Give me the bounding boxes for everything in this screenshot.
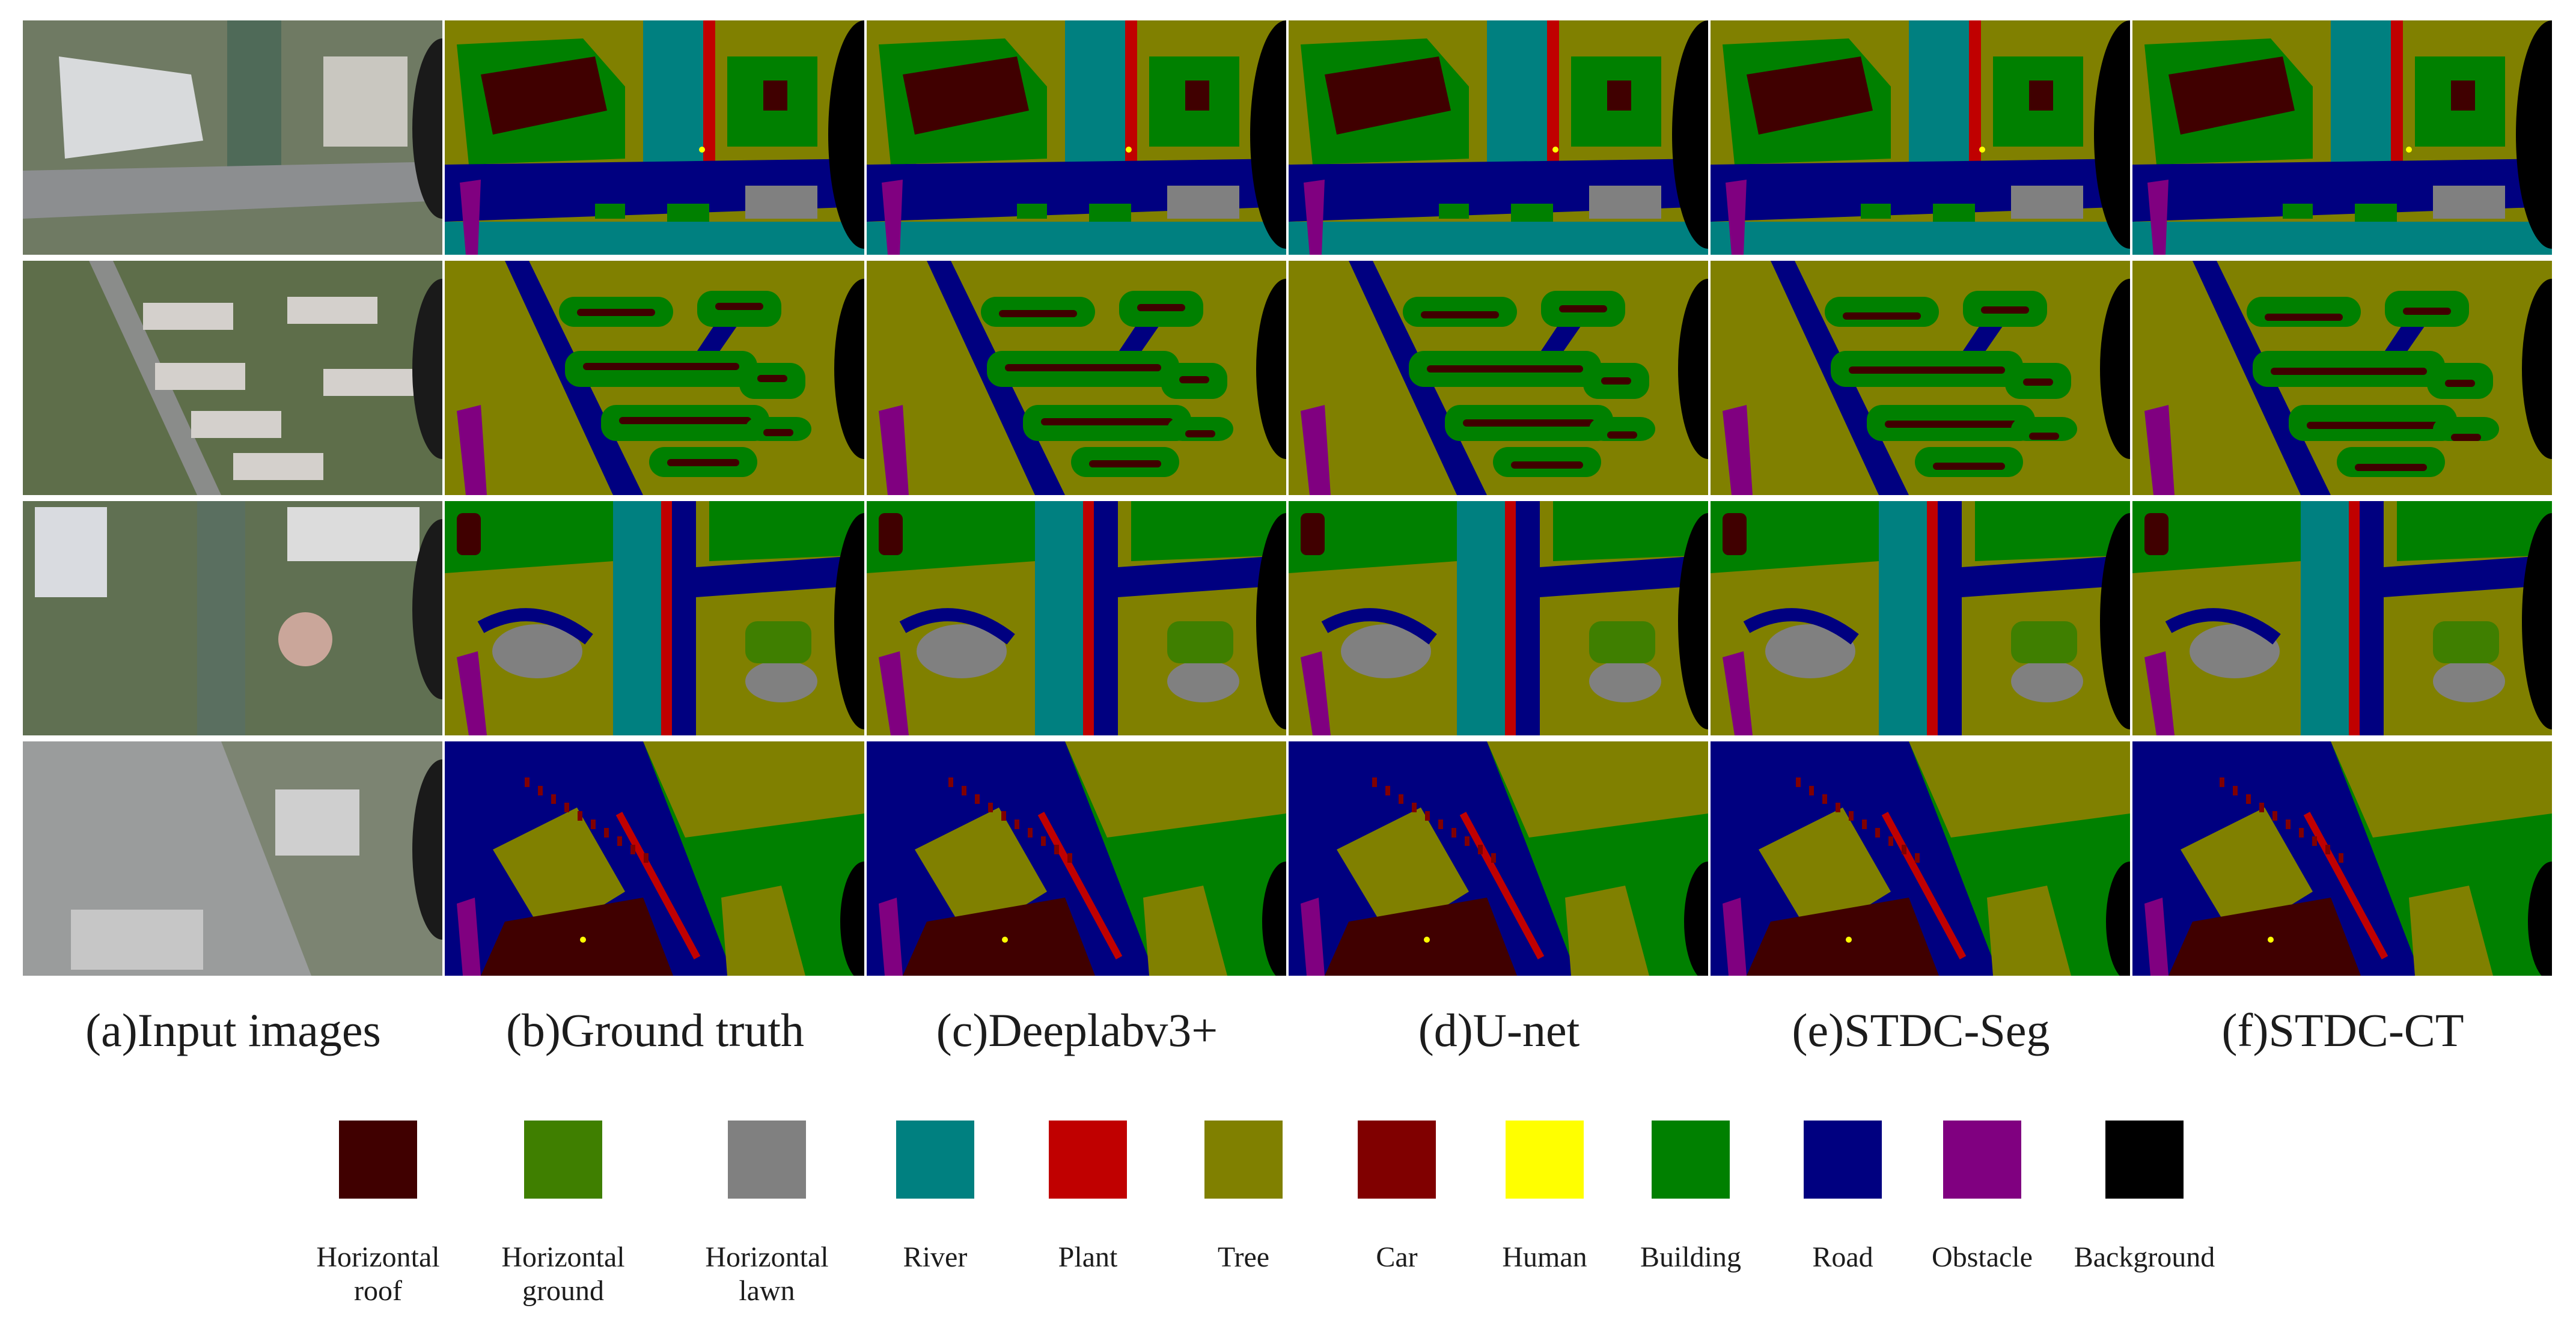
legend-label-plant: Plant (1058, 1241, 1118, 1273)
segmentation-stdc-seg-row4 (1711, 741, 2130, 976)
legend-swatch-road (1804, 1121, 1882, 1199)
caption-deeplabv3: (c)Deeplabv3+ (936, 1004, 1218, 1056)
legend-label-road: Road (1812, 1241, 1873, 1273)
segmentation-stdc-ct-row1 (2132, 20, 2552, 255)
legend-swatch-river (896, 1121, 974, 1199)
legend-swatch-car (1358, 1121, 1436, 1199)
aerial-photo-input-row4 (23, 741, 442, 976)
segmentation-stdc-ct-row3 (2132, 501, 2552, 735)
legend-swatch-human (1506, 1121, 1584, 1199)
caption-ground-truth: (b)Ground truth (505, 1004, 805, 1056)
caption-unet: (d)U-net (1418, 1004, 1580, 1056)
legend-label-river: River (903, 1241, 968, 1273)
legend-label-obstacle: Obstacle (1932, 1241, 2033, 1273)
aerial-photo-input-row3 (23, 501, 442, 735)
segmentation-deeplabv3-row3 (867, 501, 1286, 735)
segmentation-deeplabv3-row1 (867, 20, 1286, 255)
legend-label-horizontal-ground: Horizontal ground (501, 1241, 625, 1307)
legend-label-horizontal-roof: Horizontal roof (316, 1241, 440, 1307)
segmentation-unet-row1 (1289, 20, 1708, 255)
legend-swatch-horizontal-ground (524, 1121, 602, 1199)
legend-label-human: Human (1502, 1241, 1587, 1273)
legend-label-building: Building (1640, 1241, 1742, 1273)
legend-swatch-background (2105, 1121, 2184, 1199)
segmentation-stdc-seg-row2 (1711, 261, 2130, 495)
legend-label-horizontal-lawn: Horizontal lawn (705, 1241, 829, 1307)
figure-grid (23, 20, 2552, 976)
segmentation-unet-row2 (1289, 261, 1708, 495)
legend-swatch-plant (1049, 1121, 1127, 1199)
legend-label-tree: Tree (1217, 1241, 1270, 1273)
legend-swatch-tree (1204, 1121, 1283, 1199)
aerial-photo-input-row2 (23, 261, 442, 495)
segmentation-stdc-seg-row3 (1711, 501, 2130, 735)
legend-label-background: Background (2074, 1241, 2215, 1273)
caption-stdc-ct: (f)STDC-CT (2221, 1004, 2464, 1056)
segmentation-unet-row3 (1289, 501, 1708, 735)
segmentation-ground-truth-row2 (445, 261, 864, 495)
segmentation-deeplabv3-row4 (867, 741, 1286, 976)
segmentation-unet-row4 (1289, 741, 1708, 976)
segmentation-stdc-ct-row4 (2132, 741, 2552, 976)
legend-label-car: Car (1376, 1241, 1418, 1273)
segmentation-ground-truth-row3 (445, 501, 864, 735)
segmentation-ground-truth-row4 (445, 741, 864, 976)
legend-swatch-building (1652, 1121, 1730, 1199)
segmentation-ground-truth-row1 (445, 20, 864, 255)
legend-swatch-horizontal-lawn (728, 1121, 806, 1199)
caption-input-images: (a)Input images (85, 1004, 381, 1056)
caption-stdc-seg: (e)STDC-Seg (1792, 1004, 2050, 1056)
segmentation-deeplabv3-row2 (867, 261, 1286, 495)
segmentation-stdc-ct-row2 (2132, 261, 2552, 495)
legend-swatch-obstacle (1943, 1121, 2021, 1199)
legend-swatch-horizontal-roof (339, 1121, 417, 1199)
segmentation-stdc-seg-row1 (1711, 20, 2130, 255)
aerial-photo-input-row1 (23, 20, 442, 255)
